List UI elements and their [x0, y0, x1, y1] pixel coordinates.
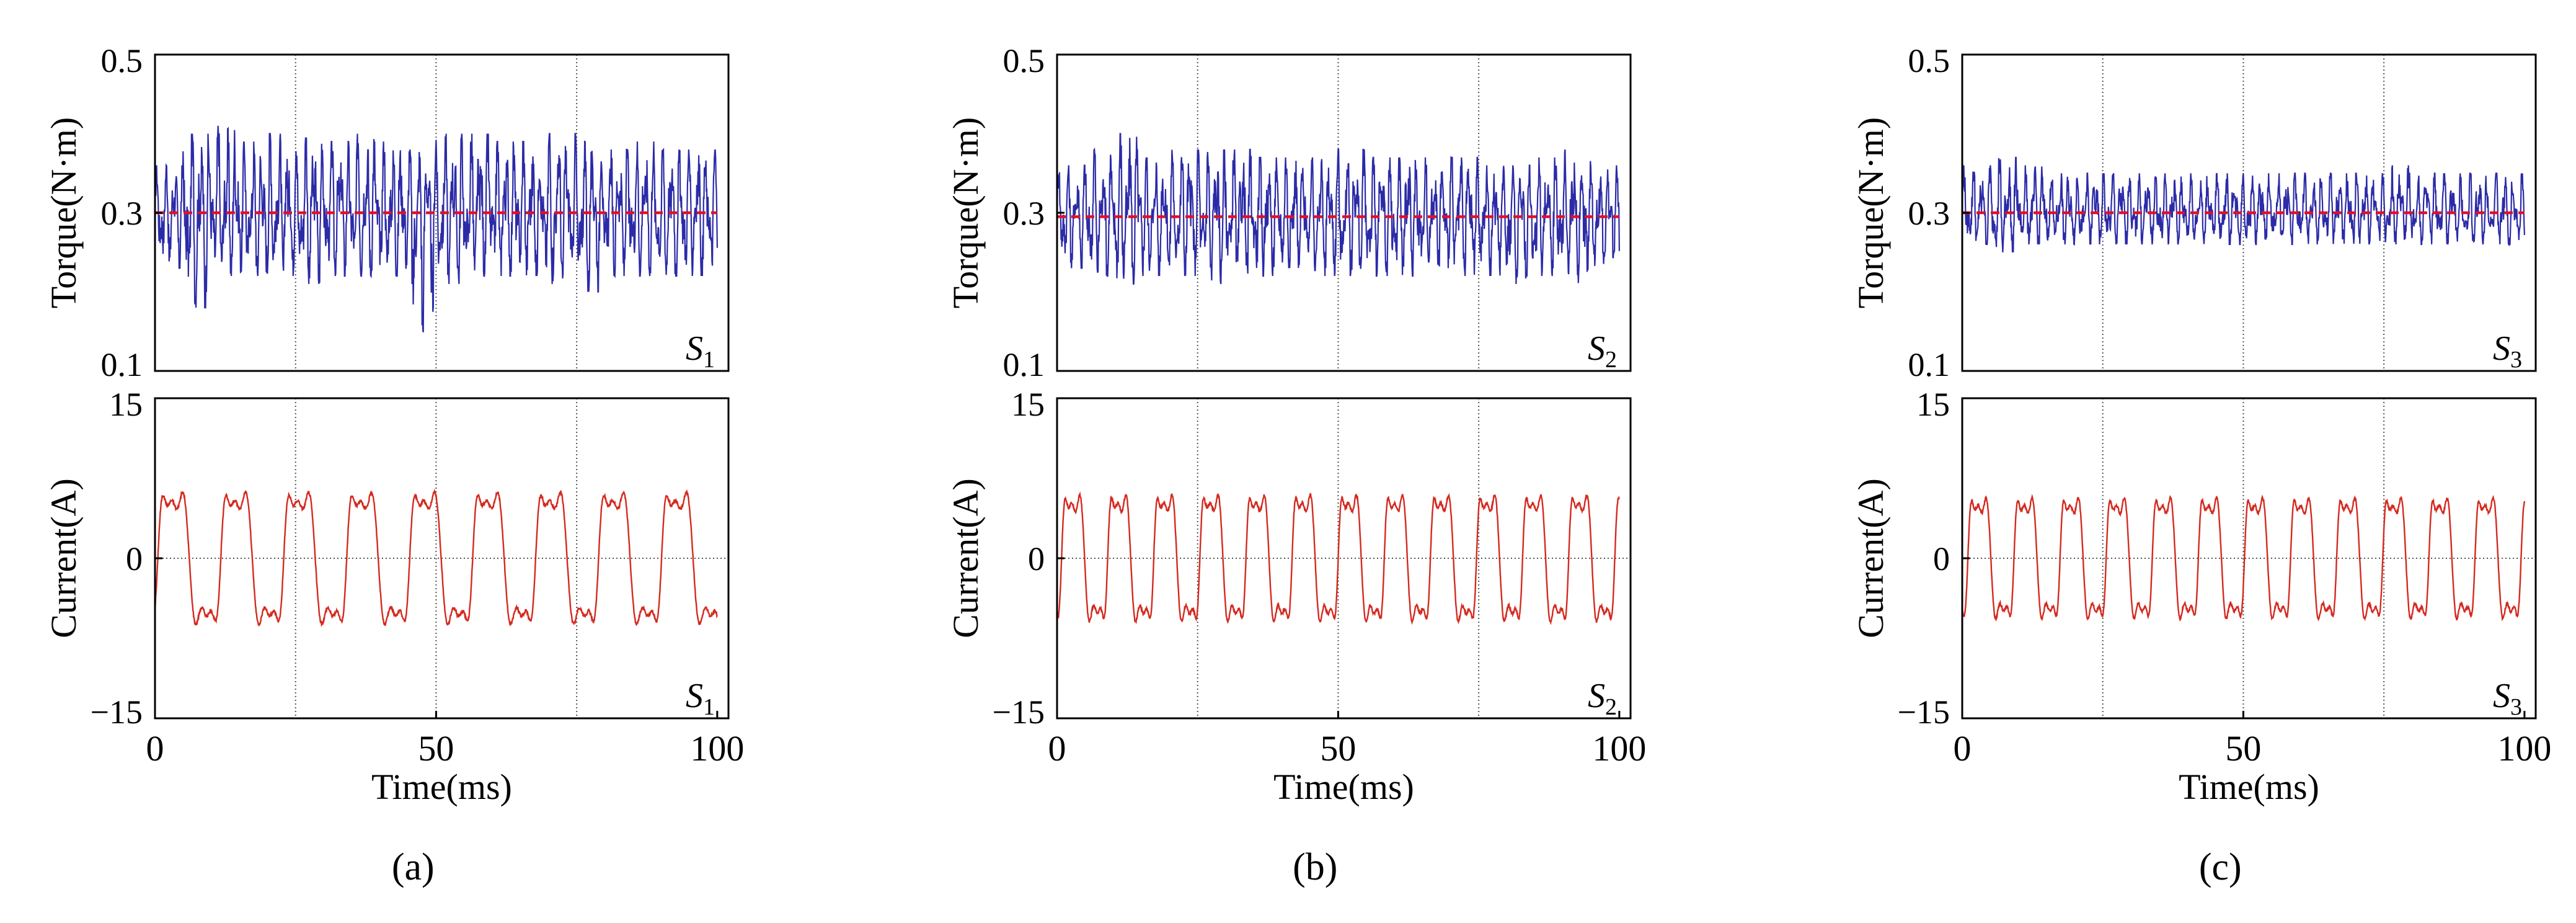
y-tick-label: 0.3 [101, 195, 143, 232]
x-tick-label: 100 [2497, 728, 2551, 769]
series-tag-base: S [686, 677, 703, 715]
current-series-line [154, 488, 718, 628]
torque-subplot: 0.1 0.3 0.5 Torque(N·m) S2 [945, 42, 1632, 383]
torque-subplot: 0.1 0.3 0.5 Torque(N·m) S1 [43, 42, 730, 383]
x-tick-label: 0 [1954, 728, 1972, 769]
panel-b: 0.10.30.5Torque(N·m)S2−15015Current(A)S2… [945, 42, 1646, 888]
torque-subplot: 0.1 0.3 0.5 Torque(N·m) S3 [1851, 42, 2537, 383]
y-axis-label: Current(A) [1851, 478, 1891, 638]
y-tick-label: 0.5 [101, 42, 143, 79]
y-tick-label: 0.1 [1003, 346, 1045, 383]
panel-a: 0.10.30.5Torque(N·m)S1−15015Current(A)S1… [43, 42, 744, 888]
series-tag: S1 [686, 677, 715, 720]
y-axis-label: Torque(N·m) [1851, 117, 1891, 308]
series-tag-base: S [2493, 677, 2510, 715]
series-tag: S1 [686, 329, 715, 373]
current-subplot: −15 0 15 Current(A) S1 [43, 386, 730, 731]
torque-series-line [1961, 156, 2525, 252]
y-tick-label: 0 [1933, 540, 1950, 577]
current-subplot: −15 0 15 Current(A) S2 [945, 386, 1632, 731]
y-tick-label: 0 [126, 540, 143, 577]
y-axis-label: Torque(N·m) [43, 117, 84, 308]
x-tick-label: 0 [1048, 728, 1066, 769]
current-series-line [1961, 494, 2526, 622]
current-series-line [1056, 491, 1620, 625]
y-tick-label: 15 [1916, 386, 1950, 423]
series-tag: S2 [1588, 329, 1617, 373]
series-tag-subscript: 3 [2510, 347, 2522, 373]
series-tag-subscript: 3 [2510, 694, 2522, 720]
series-tag-base: S [2493, 329, 2510, 368]
x-tick-label: 100 [690, 728, 744, 769]
x-axis-label: Time(ms) [371, 767, 512, 807]
x-tick-label: 50 [418, 728, 454, 769]
x-tick-label: 50 [1320, 728, 1356, 769]
panel-caption: (a) [392, 846, 435, 888]
series-tag-base: S [1588, 677, 1605, 715]
x-axis-label: Time(ms) [2179, 767, 2319, 807]
panel-c: 0.10.30.5Torque(N·m)S3−15015Current(A)S3… [1851, 42, 2551, 888]
series-tag-base: S [686, 329, 703, 368]
x-tick-label: 0 [146, 728, 164, 769]
series-tag-subscript: 1 [703, 694, 715, 720]
series-tag: S3 [2493, 329, 2522, 373]
series-tag: S2 [1588, 677, 1617, 720]
x-tick-label: 100 [1592, 728, 1646, 769]
y-axis-label: Torque(N·m) [945, 117, 986, 308]
y-tick-label: 15 [1011, 386, 1045, 423]
y-tick-label: 0.1 [1908, 346, 1950, 383]
y-tick-label: −15 [1898, 693, 1950, 731]
x-tick-label: 50 [2225, 728, 2261, 769]
series-tag: S3 [2493, 677, 2522, 720]
y-tick-label: 0 [1028, 540, 1045, 577]
series-tag-subscript: 1 [703, 347, 715, 373]
series-tag-subscript: 2 [1605, 347, 1617, 373]
panel-caption: (b) [1293, 846, 1337, 888]
series-tag-subscript: 2 [1605, 694, 1617, 720]
x-axis-label: Time(ms) [1273, 767, 1414, 807]
y-axis-label: Current(A) [945, 478, 986, 638]
series-tag-base: S [1588, 329, 1605, 368]
y-tick-label: 0.3 [1908, 195, 1950, 232]
y-tick-label: 0.1 [101, 346, 143, 383]
y-tick-label: 0.3 [1003, 195, 1045, 232]
y-tick-label: −15 [993, 693, 1045, 731]
y-tick-label: −15 [91, 693, 143, 731]
y-tick-label: 15 [109, 386, 143, 423]
panel-caption: (c) [2199, 846, 2242, 888]
y-tick-label: 0.5 [1908, 42, 1950, 79]
y-axis-label: Current(A) [43, 478, 84, 638]
y-tick-label: 0.5 [1003, 42, 1045, 79]
current-subplot: −15 0 15 Current(A) S3 [1851, 386, 2537, 731]
torque-series-line [154, 125, 718, 333]
torque-series-line [1056, 133, 1620, 285]
